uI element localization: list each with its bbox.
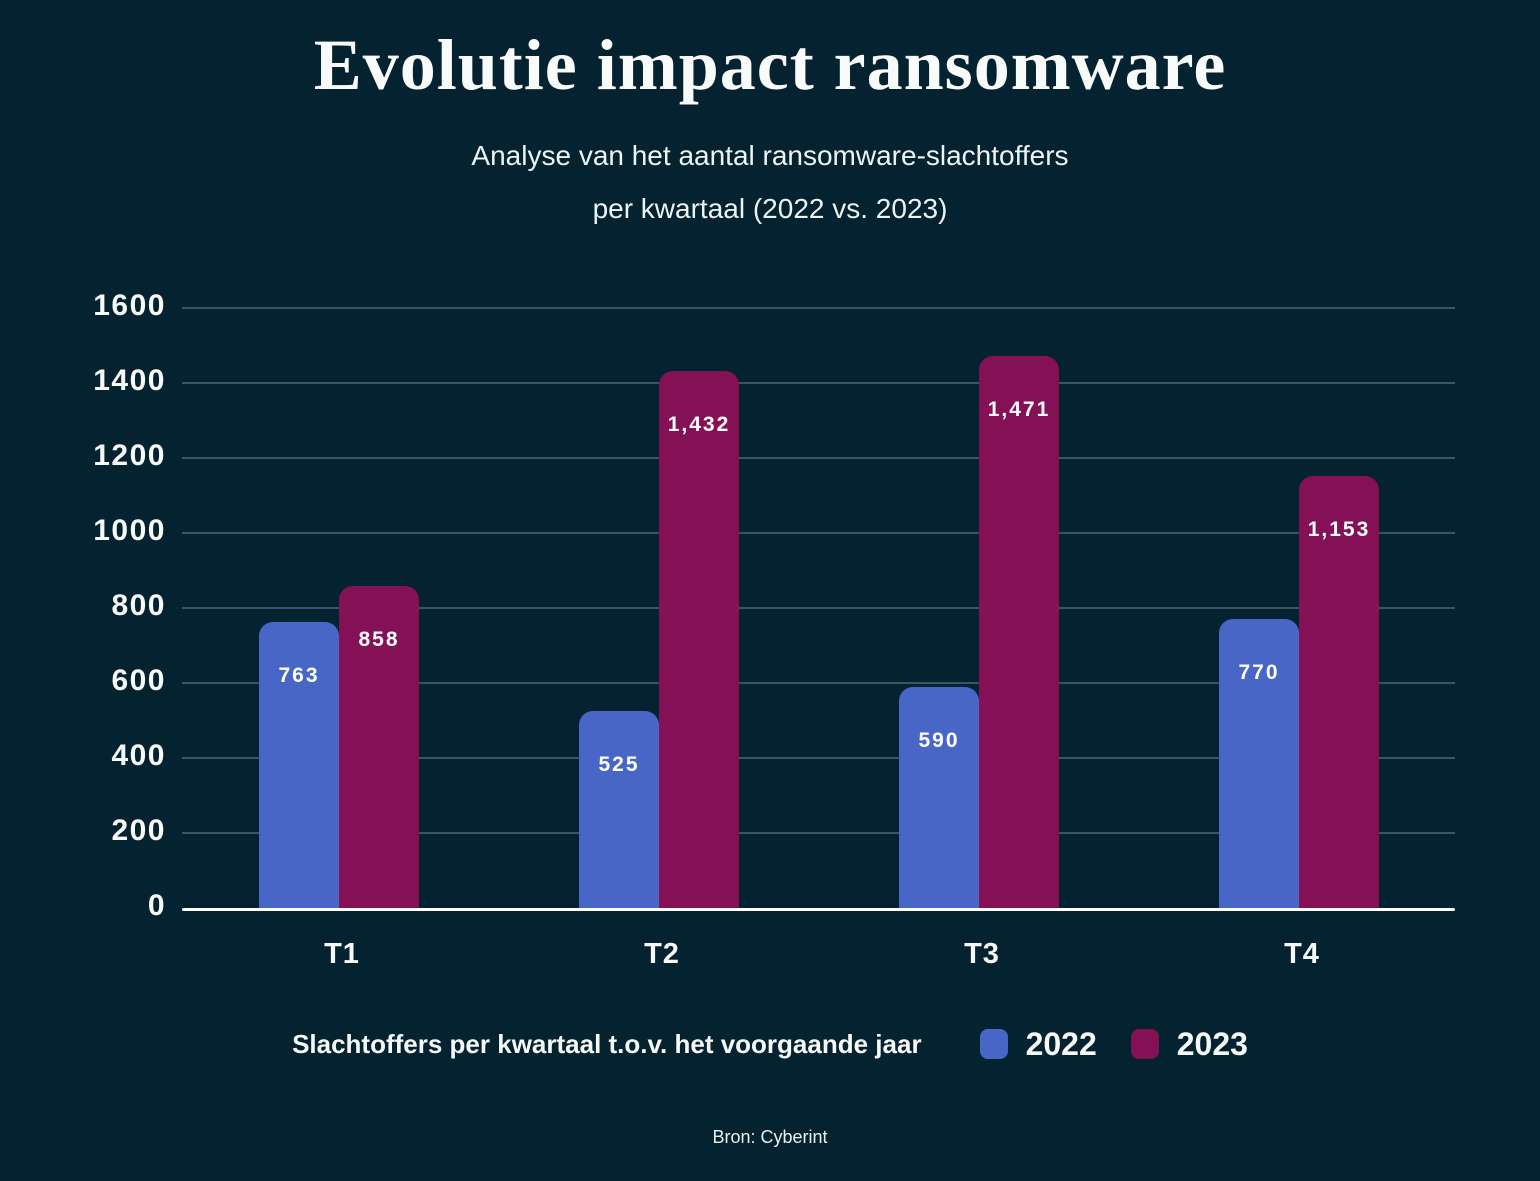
bar-2022-T3: 590 — [899, 687, 979, 908]
gridline-400 — [182, 757, 1455, 759]
bar-2023-T1: 858 — [339, 586, 419, 908]
gridline-200 — [182, 832, 1455, 834]
gridline-1200 — [182, 457, 1455, 459]
gridline-600 — [182, 682, 1455, 684]
chart-title: Evolutie impact ransomware — [313, 25, 1227, 105]
bar-value-label-2023-T3: 1,471 — [987, 398, 1051, 421]
y-axis-tick-label-1600: 1600 — [93, 289, 166, 322]
x-axis-label-T2: T2 — [644, 938, 680, 970]
bar-2023-T2: 1,432 — [659, 371, 739, 908]
legend-label-2023: 2023 — [1176, 1025, 1248, 1062]
bar-value-label-2022-T1: 763 — [278, 664, 320, 687]
legend-title: Slachtoffers per kwartaal t.o.v. het voo… — [292, 1028, 922, 1059]
y-axis-tick-label-200: 200 — [111, 814, 166, 847]
bar-2022-T4: 770 — [1219, 619, 1299, 908]
bar-value-label-2023-T4: 1,153 — [1307, 518, 1371, 541]
bar-value-label-2022-T2: 525 — [598, 753, 640, 776]
legend: Slachtoffers per kwartaal t.o.v. het voo… — [0, 1020, 1540, 1068]
gridline-1600 — [182, 307, 1455, 309]
y-axis-tick-label-800: 800 — [111, 589, 166, 622]
gridline-1400 — [182, 382, 1455, 384]
bar-2023-T3: 1,471 — [979, 356, 1059, 908]
legend-swatch-2023-icon — [1130, 1029, 1159, 1059]
y-axis-tick-label-400: 400 — [111, 739, 166, 772]
bar-value-label-2022-T3: 590 — [918, 729, 960, 752]
bar-2022-T1: 763 — [259, 622, 339, 908]
bar-2022-T2: 525 — [579, 711, 659, 908]
x-axis-label-T4: T4 — [1284, 938, 1320, 970]
chart-subtitle-line1: Analyse van het aantal ransomware-slacht… — [471, 140, 1069, 171]
y-axis-tick-label-600: 600 — [111, 664, 166, 697]
bar-2023-T4: 1,153 — [1299, 476, 1379, 908]
bar-value-label-2022-T4: 770 — [1238, 661, 1280, 684]
x-axis-label-T1: T1 — [324, 938, 360, 970]
y-axis-tick-label-1000: 1000 — [93, 514, 166, 547]
legend-item-2023: 2023 — [1130, 1025, 1248, 1063]
legend-swatch-2022-icon — [979, 1029, 1008, 1059]
source-note: Bron: Cyberint — [712, 1127, 828, 1147]
chart-subtitle-line2: per kwartaal (2022 vs. 2023) — [592, 193, 948, 224]
y-axis-tick-label-1400: 1400 — [93, 364, 166, 397]
x-axis-label-T3: T3 — [964, 938, 1000, 970]
legend-item-2022: 2022 — [979, 1025, 1097, 1063]
y-axis-tick-label-1200: 1200 — [93, 439, 166, 472]
gridline-800 — [182, 607, 1455, 609]
x-axis-line — [182, 908, 1455, 911]
y-axis-tick-label-0: 0 — [147, 889, 166, 922]
bar-value-label-2023-T1: 858 — [358, 628, 400, 651]
legend-label-2022: 2022 — [1025, 1025, 1097, 1062]
gridline-1000 — [182, 532, 1455, 534]
bar-value-label-2023-T2: 1,432 — [667, 413, 731, 436]
